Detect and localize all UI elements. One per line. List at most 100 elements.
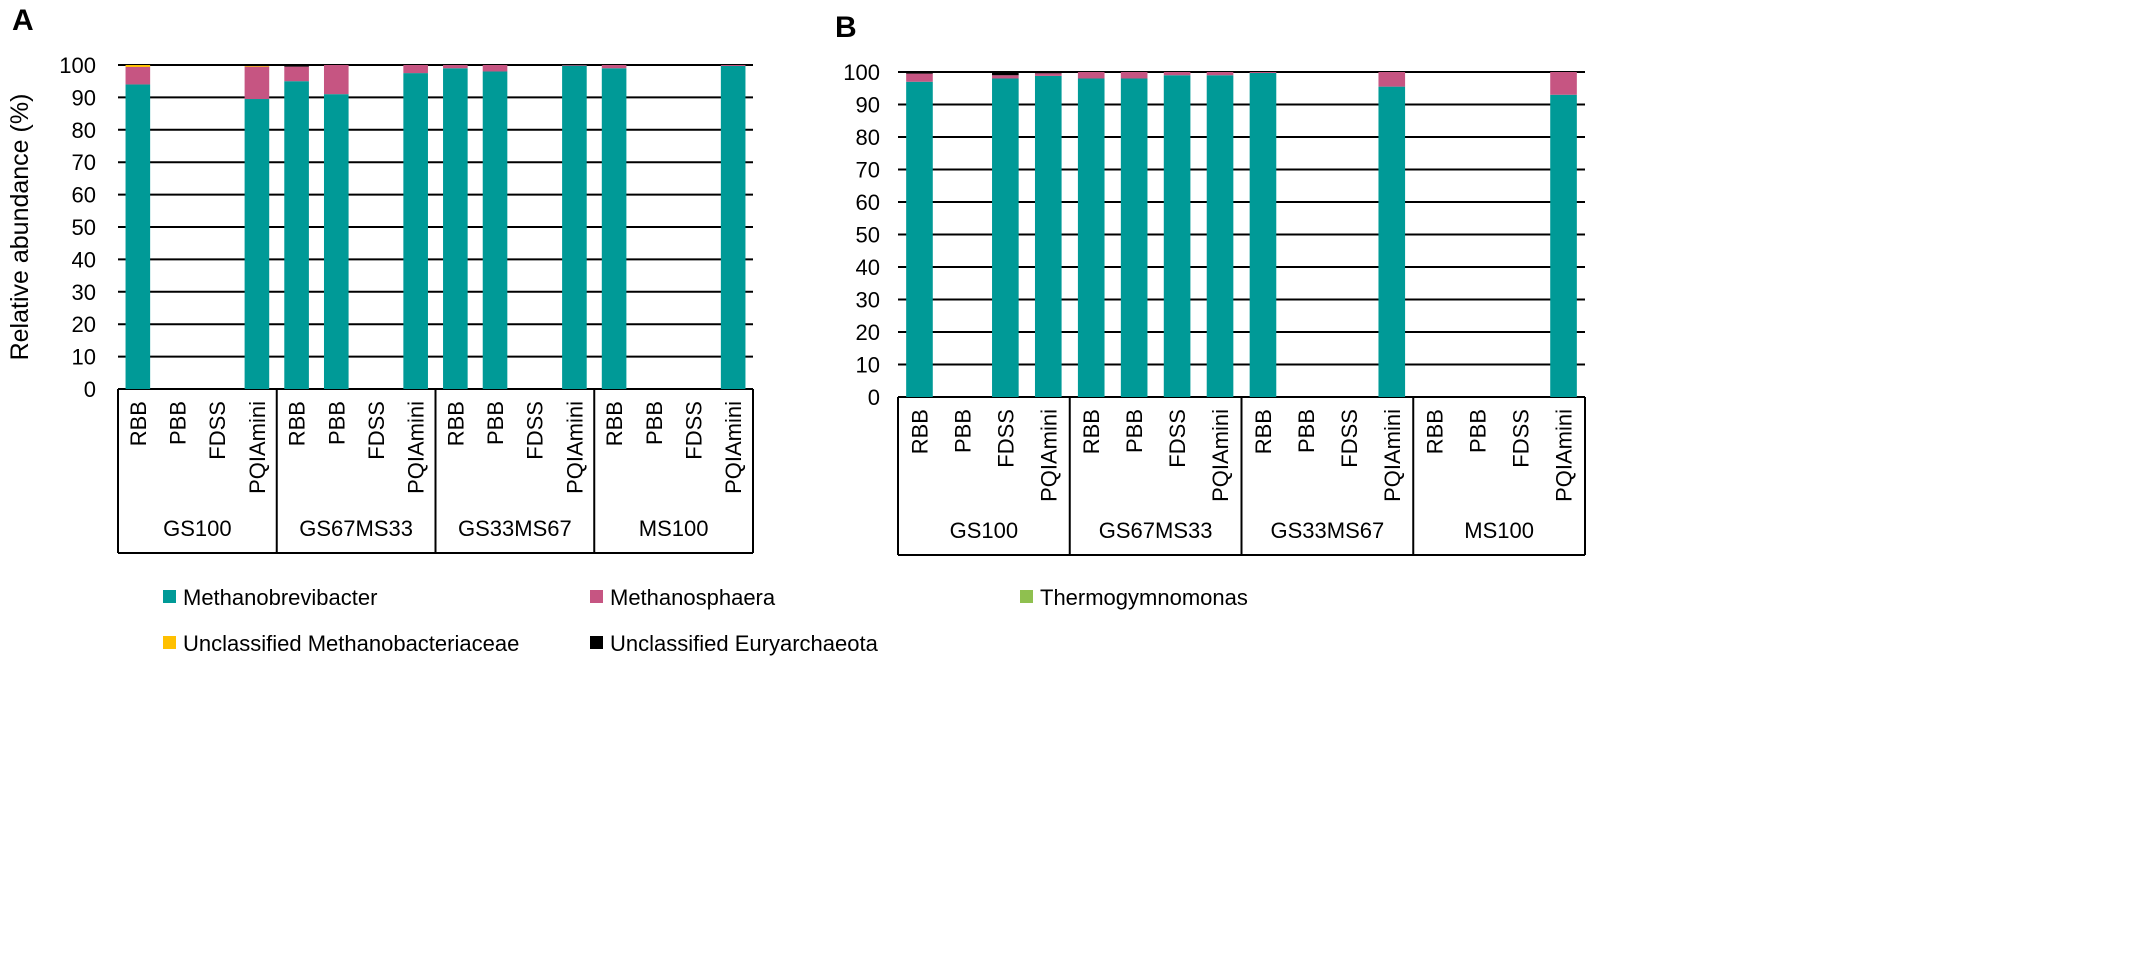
category-label: PQIAmini [562, 401, 587, 494]
y-tick-label: 60 [72, 183, 96, 208]
y-tick-label: 20 [72, 312, 96, 337]
y-tick-label: 80 [72, 118, 96, 143]
y-tick-label: 10 [856, 353, 880, 378]
group-label: GS100 [163, 516, 232, 541]
category-label: FDSS [681, 401, 706, 460]
y-tick-label: 40 [856, 255, 880, 280]
bar-segment-methanobrevibacter [1249, 72, 1277, 397]
bar-segment-unclassified-euryarchaeota [1034, 72, 1062, 74]
y-tick-label: 50 [72, 215, 96, 240]
bar-segment-methanosphaera [720, 65, 746, 66]
y-tick-label: 50 [856, 223, 880, 248]
bar-segment-methanobrevibacter [1034, 75, 1062, 398]
group-label: GS67MS33 [299, 516, 413, 541]
y-tick-label: 0 [868, 385, 880, 410]
y-tick-label: 100 [59, 53, 96, 78]
bar-segment-methanobrevibacter [720, 65, 746, 390]
category-label: PBB [642, 401, 667, 445]
bar-segment-methanosphaera [1077, 72, 1105, 79]
bar-segment-methanobrevibacter [562, 65, 587, 389]
bar-segment-unclassified-methanobacteriaceae [244, 65, 270, 67]
bar-segment-methanosphaera [323, 65, 349, 95]
category-label: PQIAmini [1380, 409, 1405, 502]
bar-segment-methanobrevibacter [403, 73, 428, 389]
legend-swatch [163, 590, 176, 603]
bar-segment-methanosphaera [906, 73, 933, 82]
category-label: PBB [1294, 409, 1319, 453]
bar-segment-methanobrevibacter [601, 68, 627, 390]
category-label: PQIAmini [1036, 409, 1061, 502]
y-axis-label: Relative abundance (%) [6, 94, 34, 361]
legend-label: Methanosphaera [610, 585, 776, 610]
bar-segment-methanobrevibacter [906, 81, 933, 397]
bar-segment-methanosphaera [1206, 72, 1234, 76]
category-label: PBB [166, 401, 191, 445]
y-tick-label: 20 [856, 320, 880, 345]
panel-label: A [12, 4, 34, 37]
bar-segment-methanobrevibacter [1378, 86, 1406, 397]
category-label: PQIAmini [245, 401, 270, 494]
category-label: FDSS [205, 401, 230, 460]
y-tick-label: 10 [72, 345, 96, 370]
bar-segment-methanosphaera [125, 66, 151, 85]
category-label: RBB [126, 401, 151, 446]
legend-swatch [163, 636, 176, 649]
bar-segment-unclassified-euryarchaeota [244, 65, 270, 66]
category-label: FDSS [523, 401, 548, 460]
bar-segment-methanobrevibacter [1077, 78, 1105, 397]
bar-segment-methanobrevibacter [1120, 78, 1148, 397]
legend-label: Methanobrevibacter [183, 585, 377, 610]
bar-segment-unclassified-methanobacteriaceae [125, 65, 151, 67]
category-label: PBB [1122, 409, 1147, 453]
bar-segment-methanosphaera [1163, 72, 1191, 76]
legend-label: Thermogymnomonas [1040, 585, 1248, 610]
category-label: PQIAmini [404, 401, 429, 494]
category-label: FDSS [1337, 409, 1362, 468]
bar-segment-methanosphaera [284, 66, 309, 82]
group-label: MS100 [1464, 518, 1534, 543]
group-label: GS33MS67 [458, 516, 572, 541]
category-label: RBB [907, 409, 932, 454]
bar-segment-methanosphaera [992, 75, 1019, 79]
group-label: MS100 [639, 516, 709, 541]
legend-swatch [1020, 590, 1033, 603]
category-label: RBB [285, 401, 310, 446]
bar-segment-methanosphaera [562, 65, 587, 66]
category-label: PBB [324, 401, 349, 445]
category-label: RBB [443, 401, 468, 446]
y-tick-label: 30 [856, 288, 880, 313]
bar-segment-methanobrevibacter [125, 84, 151, 389]
y-tick-label: 70 [72, 150, 96, 175]
bar-segment-unclassified-euryarchaeota [906, 72, 933, 74]
group-label: GS100 [950, 518, 1019, 543]
y-tick-label: 0 [84, 377, 96, 402]
bar-segment-methanobrevibacter [1550, 94, 1577, 397]
bar-segment-unclassified-euryarchaeota [992, 72, 1019, 76]
bar-segment-methanosphaera [1120, 72, 1148, 79]
panel-label: B [835, 11, 857, 44]
y-tick-label: 70 [856, 158, 880, 183]
bar-segment-methanobrevibacter [1206, 75, 1234, 397]
y-tick-label: 30 [72, 280, 96, 305]
category-label: RBB [1423, 409, 1448, 454]
y-tick-label: 40 [72, 247, 96, 272]
legend-label: Unclassified Methanobacteriaceae [183, 631, 519, 656]
bar-segment-methanosphaera [1550, 72, 1577, 95]
bar-segment-methanobrevibacter [482, 71, 508, 389]
category-label: FDSS [364, 401, 389, 460]
category-label: PBB [950, 409, 975, 453]
bar-segment-methanobrevibacter [244, 99, 270, 390]
bar-segment-methanosphaera [1034, 73, 1062, 76]
y-tick-label: 100 [843, 60, 880, 85]
bar-segment-methanosphaera [1249, 72, 1277, 73]
y-tick-label: 90 [856, 93, 880, 118]
category-label: PQIAmini [1208, 409, 1233, 502]
bar-segment-unclassified-euryarchaeota [284, 65, 309, 67]
bar-segment-methanobrevibacter [443, 68, 468, 390]
bar-segment-methanosphaera [443, 65, 468, 69]
bar-segment-methanosphaera [482, 65, 508, 72]
legend-swatch [590, 590, 603, 603]
legend-swatch [590, 636, 603, 649]
category-label: RBB [1251, 409, 1276, 454]
